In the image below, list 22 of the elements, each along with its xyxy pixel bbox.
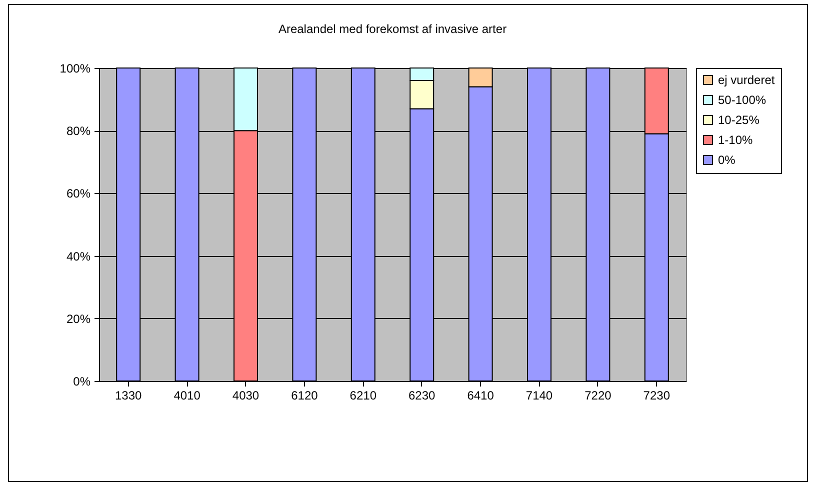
y-tick-label: 100% [60,62,91,76]
x-tick-label: 6210 [350,388,377,402]
x-tick-label: 6230 [408,388,436,402]
x-tick-label: 6410 [467,388,494,402]
y-tick-label: 60% [66,186,91,201]
legend-label: 10-25% [718,113,760,127]
legend-label: 1-10% [718,133,754,147]
x-tick-label: 7230 [643,388,670,402]
legend-label: 50-100% [718,93,766,107]
y-tick-label: 40% [66,249,91,264]
legend-label: ej vurderet [718,73,776,87]
legend-label: 0% [718,153,736,167]
y-tick-label: 0% [73,374,91,388]
x-tick-label: 7220 [584,388,612,402]
x-tick-label: 7140 [526,388,553,402]
x-tick-label: 4030 [232,388,260,402]
chart-title: Arealandel med forekomst af invasive arter [278,22,507,36]
x-tick-label: 6120 [291,388,318,402]
y-tick-label: 80% [66,124,91,138]
x-tick-label: 1330 [115,388,142,402]
x-tick-label: 4010 [174,388,201,402]
y-tick-label: 20% [66,312,91,326]
